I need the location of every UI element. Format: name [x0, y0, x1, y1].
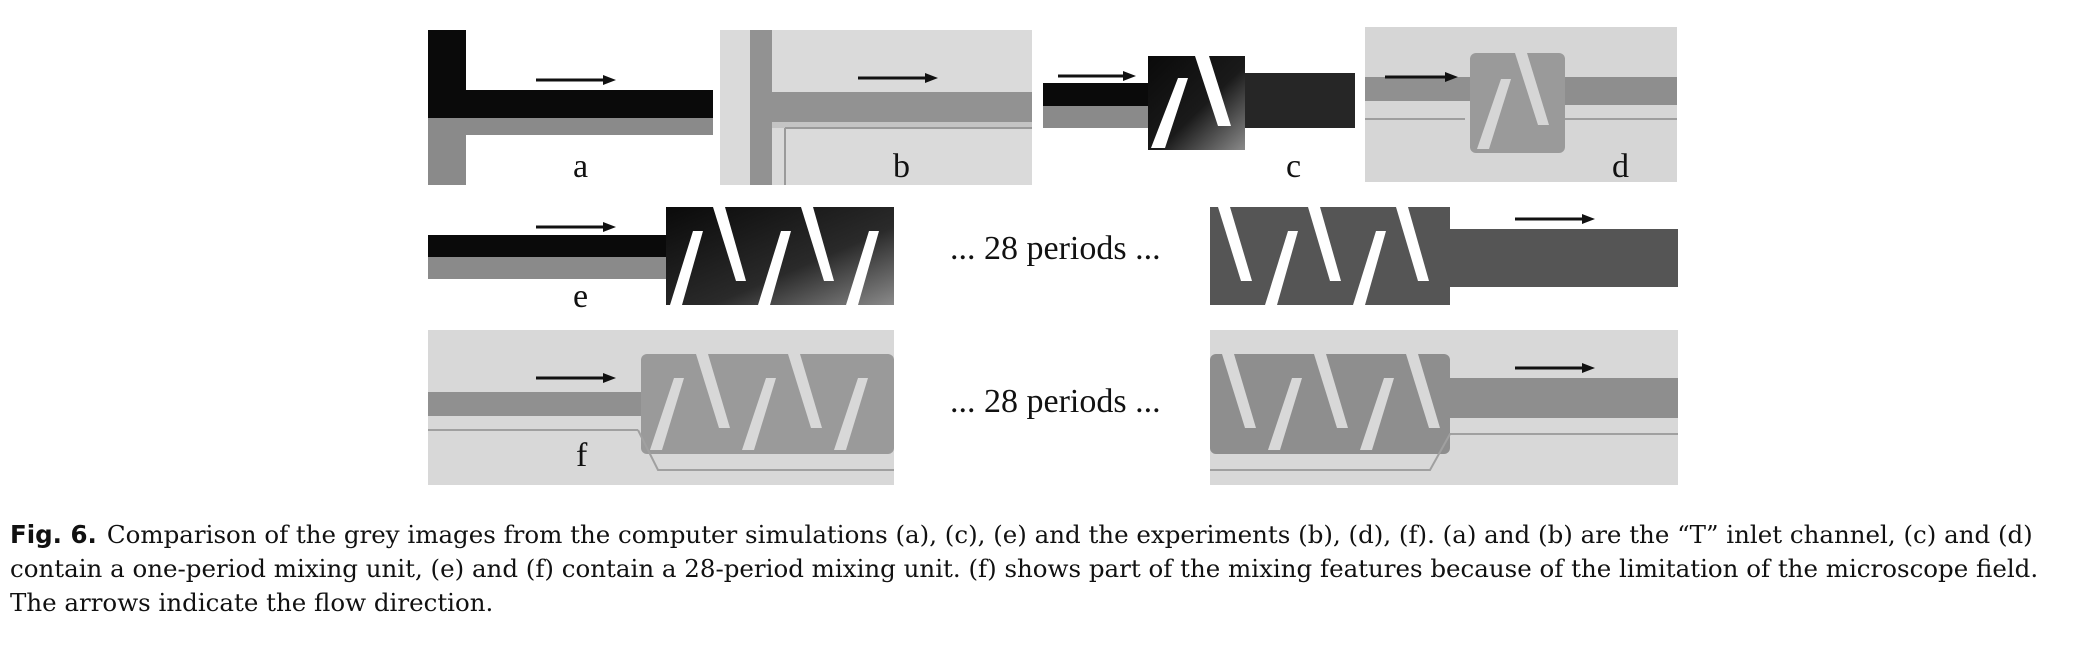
- panel-b-label: b: [893, 148, 910, 185]
- figure-6: a b: [428, 27, 1678, 485]
- panel-f-experiment-outlet: [1210, 330, 1678, 485]
- panel-a-label: a: [573, 148, 589, 185]
- panel-e-simulation-outlet: [1210, 207, 1678, 305]
- panel-b-experiment-t-inlet: [720, 30, 1032, 185]
- panel-a-simulation-t-inlet: [428, 30, 713, 185]
- figure-caption: Fig. 6. Comparison of the grey images fro…: [10, 518, 2092, 620]
- panel-e-label: e: [573, 278, 589, 315]
- periods-text-row-1: ... 28 periods ...: [950, 230, 1161, 267]
- panel-f-experiment-inlet: [428, 330, 894, 485]
- panel-e-simulation-inlet: [428, 207, 894, 305]
- periods-text-row-2: ... 28 periods ...: [950, 383, 1161, 420]
- caption-text: Comparison of the grey images from the c…: [10, 520, 2039, 617]
- caption-label: Fig. 6.: [10, 520, 97, 549]
- panel-d-label: d: [1612, 148, 1629, 185]
- panel-f-label: f: [576, 437, 588, 474]
- panel-c-simulation-one-period: [1043, 30, 1355, 150]
- panel-c-label: c: [1286, 148, 1302, 185]
- panel-d-experiment-one-period: [1365, 27, 1677, 182]
